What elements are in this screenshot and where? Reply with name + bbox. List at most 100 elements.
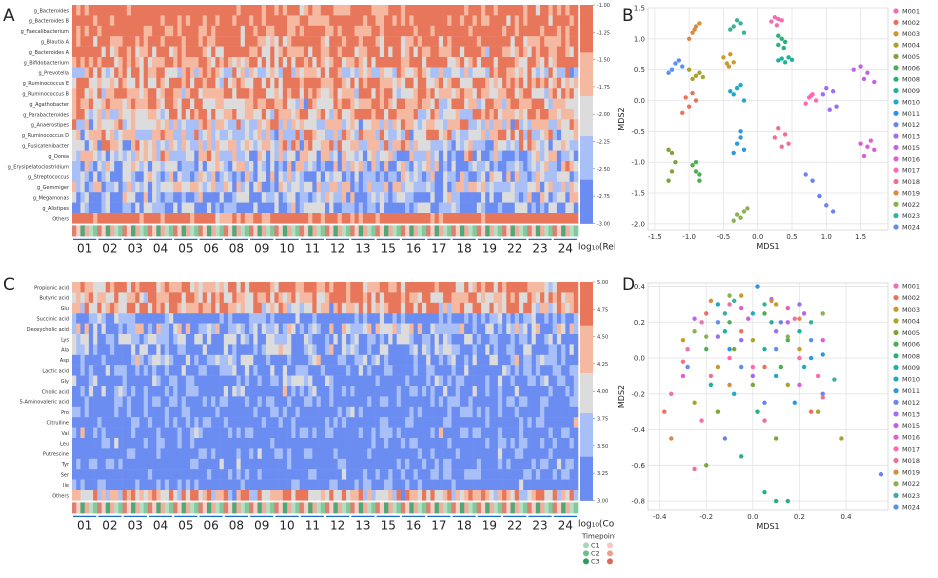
heatmap-cell <box>198 77 204 89</box>
heatmap-cell <box>282 119 288 130</box>
heatmap-cell <box>164 448 170 459</box>
heatmap-cell <box>565 302 570 314</box>
heatmap-cell <box>384 77 389 89</box>
heatmap-cell <box>358 129 364 141</box>
heatmap-cell <box>160 161 166 172</box>
heatmap-cell <box>282 15 288 26</box>
heatmap-cell <box>531 161 537 172</box>
heatmap-cell <box>325 77 330 89</box>
heatmap-cell <box>388 202 393 214</box>
heatmap-cell <box>375 396 381 407</box>
heatmap-cell <box>405 313 410 324</box>
heatmap-cell <box>405 458 410 470</box>
heatmap-cell <box>228 98 233 110</box>
heatmap-cell <box>211 448 216 459</box>
heatmap-cell <box>173 323 178 335</box>
heatmap-cell <box>573 140 579 151</box>
heatmap-cell <box>556 458 562 470</box>
row-label: Pro <box>61 410 69 416</box>
heatmap-cell <box>413 171 419 182</box>
heatmap-cell <box>388 282 393 293</box>
heatmap-cell <box>523 181 528 193</box>
heatmap-cell <box>468 140 473 151</box>
timepoint-cell <box>232 225 237 237</box>
heatmap-cell <box>206 458 212 470</box>
heatmap-cell <box>185 417 191 428</box>
heatmap-cell <box>392 77 397 89</box>
heatmap-cell <box>236 344 241 355</box>
heatmap-cell <box>443 109 448 120</box>
heatmap-cell <box>413 375 419 387</box>
heatmap-cell <box>185 161 191 172</box>
heatmap-cell <box>274 119 279 130</box>
heatmap-cell <box>190 77 195 89</box>
heatmap-cell <box>476 386 482 397</box>
heatmap-cell <box>101 150 107 162</box>
heatmap-cell <box>417 129 423 141</box>
heatmap-cell <box>552 98 558 110</box>
heatmap-cell <box>384 417 389 428</box>
heatmap-cell <box>468 98 473 110</box>
heatmap-cell <box>278 313 284 324</box>
heatmap-cell <box>417 417 423 428</box>
heatmap-cell <box>438 57 444 68</box>
heatmap-cell <box>278 323 284 335</box>
heatmap-cell <box>502 344 507 355</box>
heatmap-cell <box>371 406 376 418</box>
heatmap-cell <box>367 36 372 47</box>
heatmap-cell <box>308 386 313 397</box>
heatmap-cell <box>249 344 254 355</box>
heatmap-cell <box>198 427 204 439</box>
heatmap-cell <box>282 171 288 182</box>
heatmap-cell <box>346 334 351 345</box>
heatmap-cell <box>413 313 419 324</box>
heatmap-cell <box>198 386 204 397</box>
heatmap-cell <box>388 323 393 335</box>
heatmap-cell <box>514 25 520 37</box>
heatmap-cell <box>308 67 313 78</box>
heatmap-cell <box>173 181 178 193</box>
heatmap-cell <box>312 438 317 449</box>
heatmap-cell <box>257 282 263 293</box>
heatmap-cell <box>400 438 406 449</box>
heatmap-cell <box>464 417 469 428</box>
heatmap-cell <box>156 109 161 120</box>
heatmap-cell <box>325 292 330 303</box>
heatmap-cell <box>527 5 532 16</box>
heatmap-cell <box>510 417 516 428</box>
heatmap-cell <box>384 98 389 110</box>
heatmap-cell <box>556 406 562 418</box>
heatmap-cell <box>413 213 419 224</box>
heatmap-cell <box>476 192 482 203</box>
heatmap-cell <box>257 292 263 303</box>
heatmap-cell <box>396 417 402 428</box>
heatmap-cell <box>299 406 305 418</box>
heatmap-cell <box>93 213 98 224</box>
heatmap-cell <box>126 344 132 355</box>
heatmap-cell <box>308 334 313 345</box>
heatmap-cell <box>451 25 457 37</box>
row-label: Leu <box>60 441 69 447</box>
heatmap-cell <box>535 140 541 151</box>
heatmap-cell <box>371 375 376 387</box>
heatmap-cell <box>405 344 410 355</box>
heatmap-cell <box>523 417 528 428</box>
heatmap-cell <box>333 417 338 428</box>
heatmap-cell <box>282 150 288 162</box>
heatmap-cell <box>257 213 263 224</box>
heatmap-cell <box>202 282 208 293</box>
heatmap-cell <box>561 77 566 89</box>
heatmap-cell <box>421 202 427 214</box>
heatmap-cell <box>506 171 511 182</box>
heatmap-cell <box>114 57 119 68</box>
heatmap-cell <box>316 386 322 397</box>
heatmap-cell <box>375 417 381 428</box>
heatmap-cell <box>278 181 284 193</box>
heatmap-cell <box>337 109 343 120</box>
heatmap-cell <box>333 192 338 203</box>
heatmap-cell <box>540 396 545 407</box>
heatmap-cell <box>282 427 288 439</box>
heatmap-cell <box>312 46 317 58</box>
heatmap-cell <box>198 213 204 224</box>
heatmap-cell <box>287 458 292 470</box>
